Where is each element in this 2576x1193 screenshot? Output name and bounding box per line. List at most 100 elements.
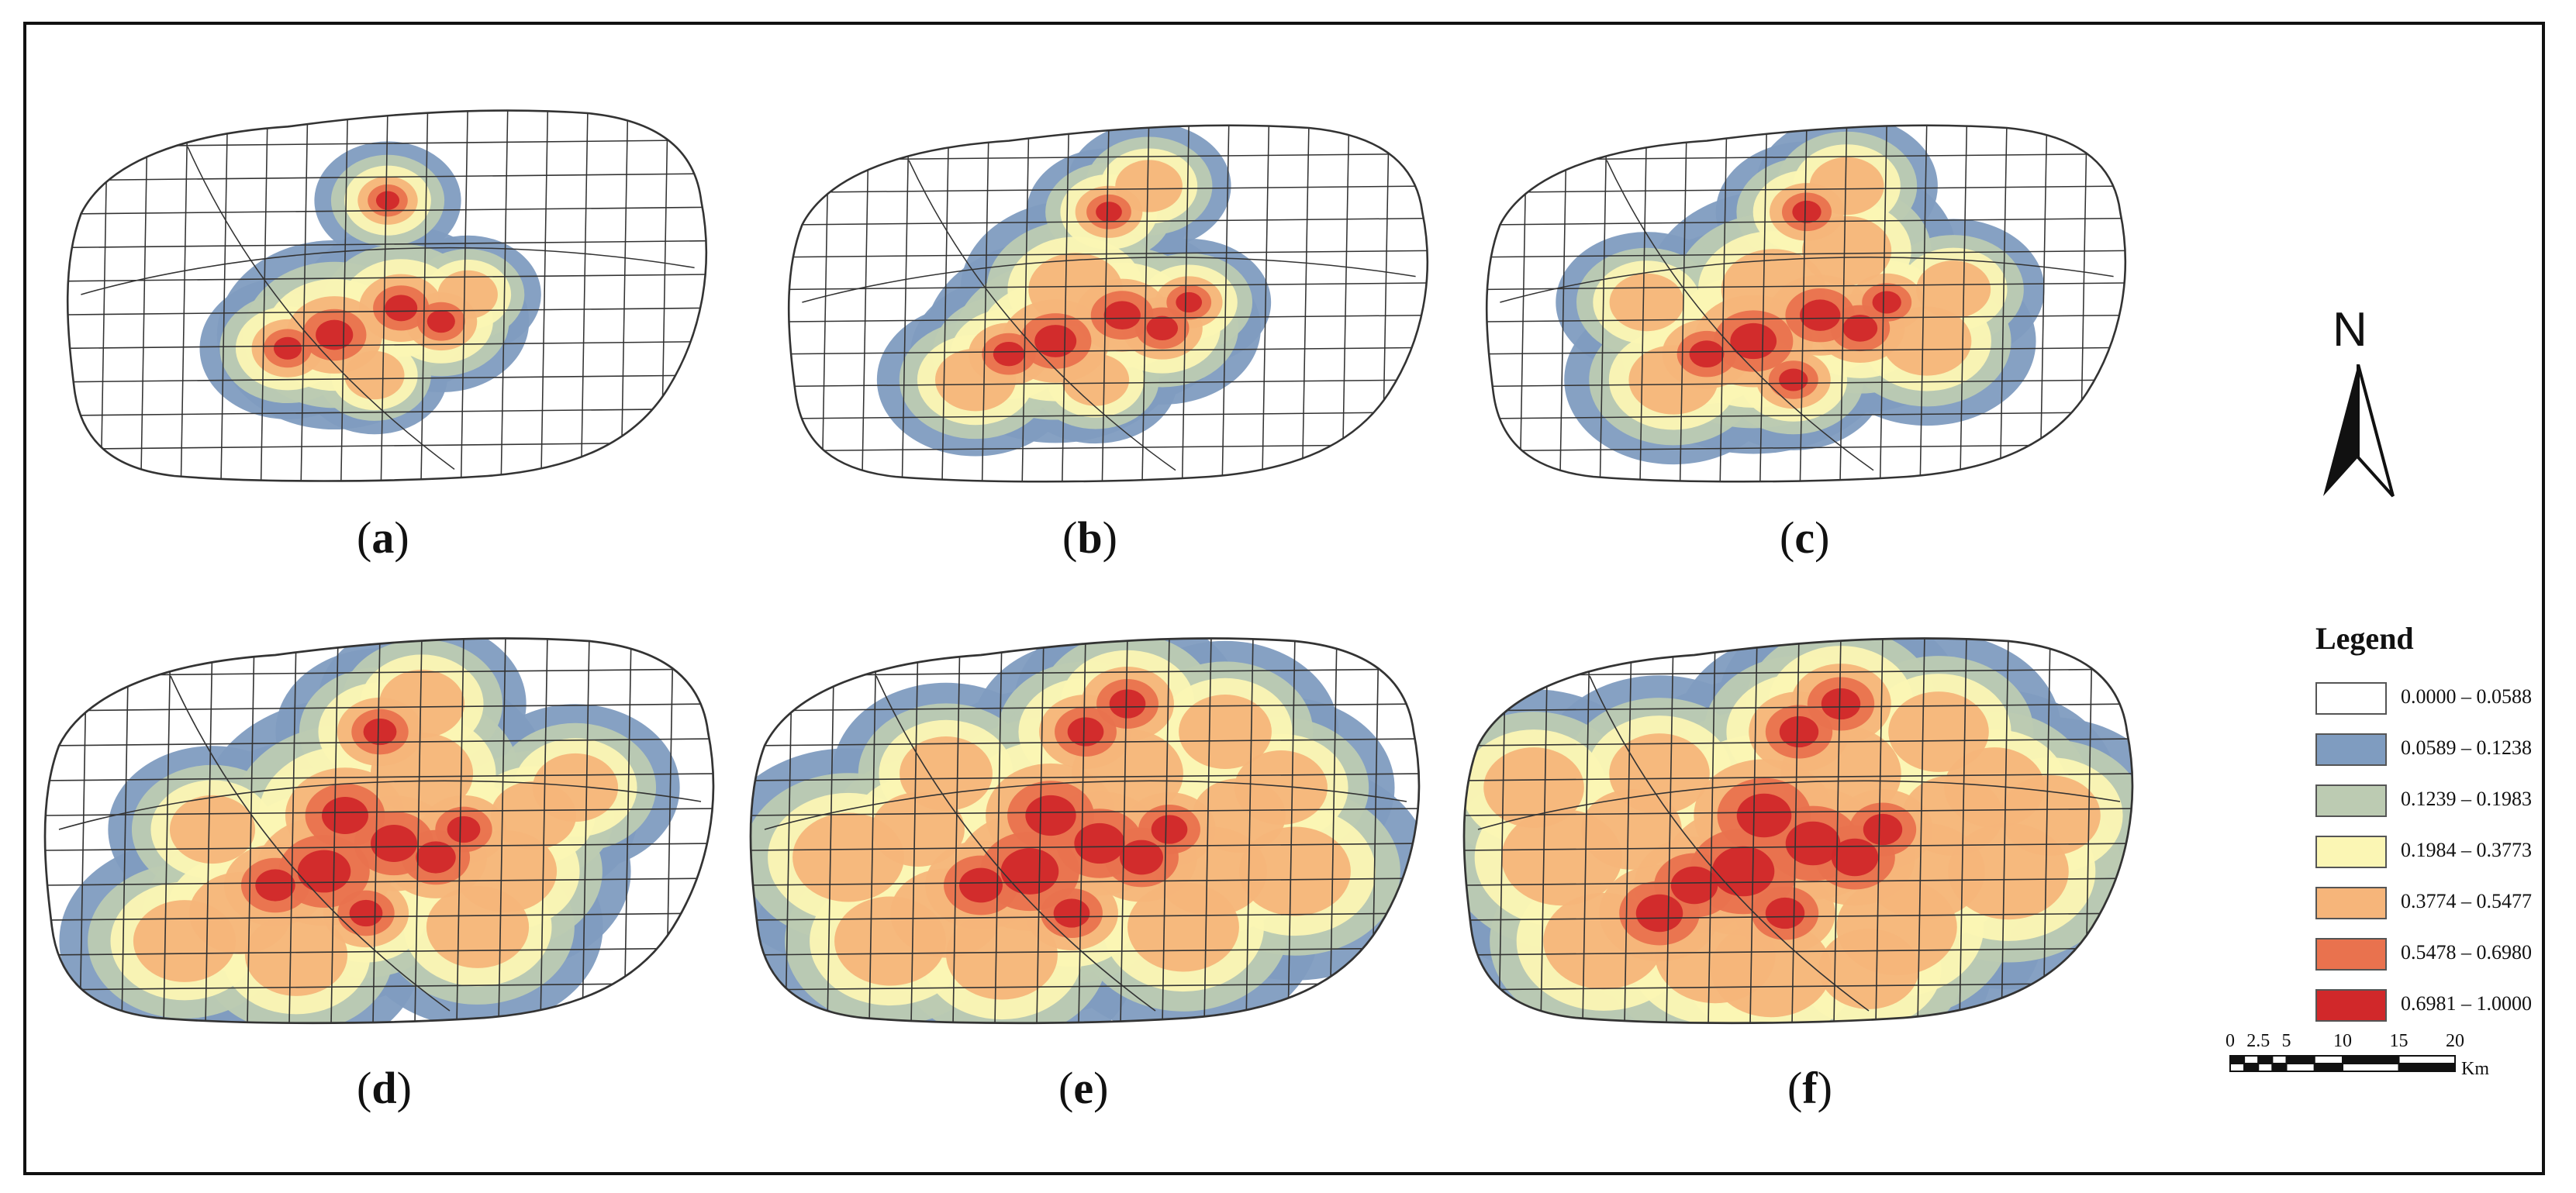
panel-label-f: (f) [1787,1063,1832,1113]
density-blob [447,815,481,843]
density-blob [375,191,400,210]
legend-swatch [2315,989,2387,1022]
density-blob [1842,314,1878,342]
scale-tick-label: 15 [2390,1031,2409,1051]
scale-segment [2271,1063,2288,1072]
legend-item: 0.0000 – 0.0588 [2315,682,2548,718]
legend-swatch [2315,836,2387,868]
density-blob [1127,882,1239,972]
density-blob [1176,291,1203,313]
density-blob [1146,315,1179,341]
map-svg-a [66,109,708,482]
map-svg-c [1485,124,2127,483]
density-blob [1792,200,1822,223]
density-blob [1916,260,1991,319]
panel-label-e: (e) [1058,1063,1109,1113]
scale-segment [2229,1063,2246,1072]
map-svg-f [1462,637,2134,1025]
map-panel-e [737,620,1435,1039]
legend-swatch [2315,887,2387,919]
density-blob [1765,897,1805,929]
density-blob [1670,866,1718,905]
scale-segment [2398,1063,2456,1072]
legend-item: 0.5478 – 0.6980 [2315,938,2548,974]
density-blob [273,336,302,360]
density-blob [1234,750,1328,825]
density-blob [1179,695,1272,769]
legend-range-label: 0.1239 – 0.1983 [2401,788,2532,810]
scale-segment [2243,1063,2260,1072]
density-blob [1025,795,1076,836]
legend-range-label: 0.1984 – 0.3773 [2401,839,2532,861]
density-blob [169,795,256,864]
city-boundary [787,124,1429,483]
scale-segment [2257,1063,2274,1072]
density-blob [1635,894,1683,933]
density-blob [322,797,368,834]
scale-segment [2271,1055,2288,1064]
map-svg-b [787,124,1429,483]
scale-segment [2257,1055,2274,1064]
legend-title: Legend [2315,621,2414,656]
density-blob [1872,291,1901,314]
density-blob [1809,157,1884,215]
legend-range-label: 0.0000 – 0.0588 [2401,685,2532,708]
density-blob [1239,826,1351,916]
panel-label-c: (c) [1780,512,1830,563]
legend-range-label: 0.0589 – 0.1238 [2401,736,2532,759]
map-panel-f [1450,620,2148,1039]
panel-label-b: (b) [1062,512,1117,563]
density-blob [1103,301,1141,329]
density-blob [900,736,993,811]
scale-tick-label: 5 [2282,1031,2291,1051]
density-blob [1120,840,1163,875]
north-letter: N [2333,303,2367,357]
legend-range-label: 0.5478 – 0.6980 [2401,941,2532,964]
scale-tick-label: 0 [2226,1031,2235,1051]
scale-segment [2285,1063,2315,1072]
north-arrow-icon [2323,364,2395,498]
density-blob [1074,822,1125,864]
legend-item: 0.1239 – 0.1983 [2315,784,2548,820]
density-blob [1863,813,1903,846]
density-blob [1053,898,1090,928]
scale-segment [2243,1055,2260,1064]
map-panel-c [1473,109,2140,496]
density-blob [993,341,1025,367]
density-blob [1730,322,1777,360]
density-blob [1821,688,1861,720]
density-blob [426,886,530,968]
density-blob [416,841,456,874]
density-blob [1501,809,1622,906]
city-boundary [66,109,708,482]
density-blob [1779,368,1808,391]
scale-tick-label: 2.5 [2246,1031,2270,1051]
legend-swatch [2315,682,2387,715]
density-blob [1736,793,1792,838]
density-blob [1609,273,1684,332]
density-blob [1000,848,1059,895]
density-blob [344,350,405,400]
density-blob [1689,340,1725,368]
density-blob [1711,920,1832,1018]
density-blob [1711,846,1775,897]
density-blob [1096,202,1122,222]
density-blob [532,753,619,822]
density-blob [363,718,397,746]
density-blob [946,910,1058,1000]
road-network [751,638,1419,1023]
map-panel-a [54,93,721,496]
density-blob [1882,306,1972,376]
density-blob [1609,733,1710,814]
density-blob [255,869,295,902]
legend-item: 0.1984 – 0.3773 [2315,836,2548,871]
density-blob [349,899,383,927]
road-network [1464,638,2132,1023]
legend-swatch [2315,733,2387,766]
city-boundary [1462,637,2134,1025]
legend-swatch [2315,784,2387,817]
map-panel-b [775,109,1442,496]
density-blob [792,812,904,902]
density-blob [385,295,418,322]
legend-swatch [2315,938,2387,971]
